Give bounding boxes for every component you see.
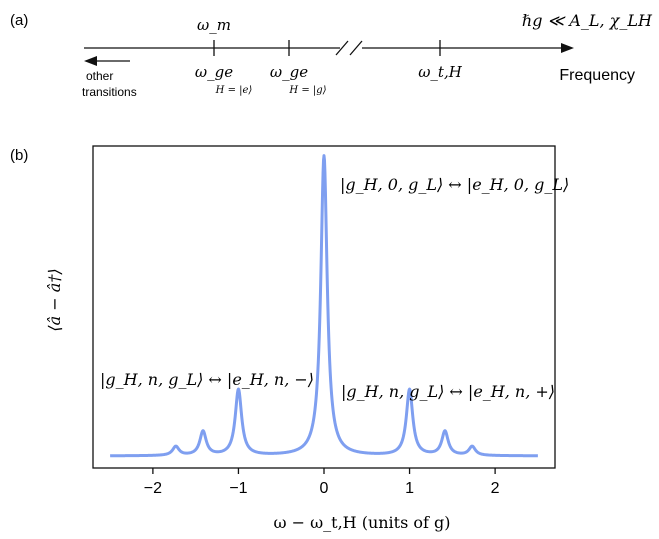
x-tick-label: 1 bbox=[405, 480, 414, 497]
coupling-condition: ℏg ≪ A_L, χ_LH bbox=[522, 11, 653, 30]
y-axis-label: ⟨â − â†⟩ bbox=[45, 268, 64, 331]
marker-1-sub: H = |e⟩ bbox=[215, 85, 253, 96]
annotation-central-peak: |g_H, 0, g_L⟩ ↔ |e_H, 0, g_L⟩ bbox=[340, 175, 569, 194]
axis-break-2 bbox=[349, 40, 363, 56]
other-transitions-arrowhead bbox=[84, 56, 97, 66]
axis-break-1 bbox=[335, 40, 349, 56]
x-axis-label: ω − ω_t,H (units of g) bbox=[273, 513, 450, 532]
marker-1-top: ω_m bbox=[197, 16, 231, 34]
marker-2-sub: H = |g⟩ bbox=[288, 85, 326, 96]
marker-2-bottom: ω_ge bbox=[270, 63, 308, 81]
spectrum-line bbox=[109, 154, 539, 458]
marker-3-bottom: ω_t,H bbox=[418, 63, 463, 81]
x-tick-label: 0 bbox=[320, 480, 329, 497]
other-transitions-label-1: other bbox=[86, 69, 113, 83]
x-tick-label: −2 bbox=[144, 480, 162, 497]
marker-1-bottom: ω_ge bbox=[195, 63, 233, 81]
annotation-left-peak: |g_H, n, g_L⟩ ↔ |e_H, n, −⟩ bbox=[100, 370, 314, 389]
panel-b-label: (b) bbox=[10, 147, 28, 164]
annotation-right-peak: |g_H, n, g_L⟩ ↔ |e_H, n, +⟩ bbox=[341, 382, 555, 401]
other-transitions-label-2: transitions bbox=[82, 85, 137, 99]
spectrum-plot: −2 −1 0 1 2 bbox=[92, 145, 556, 497]
panel-a-label: (a) bbox=[10, 12, 28, 29]
x-tick-label: 2 bbox=[491, 480, 500, 497]
frequency-label: Frequency bbox=[559, 67, 635, 84]
frequency-arrowhead bbox=[561, 43, 574, 53]
x-tick-label: −1 bbox=[229, 480, 247, 497]
x-ticks: −2 −1 0 1 2 bbox=[144, 468, 500, 497]
